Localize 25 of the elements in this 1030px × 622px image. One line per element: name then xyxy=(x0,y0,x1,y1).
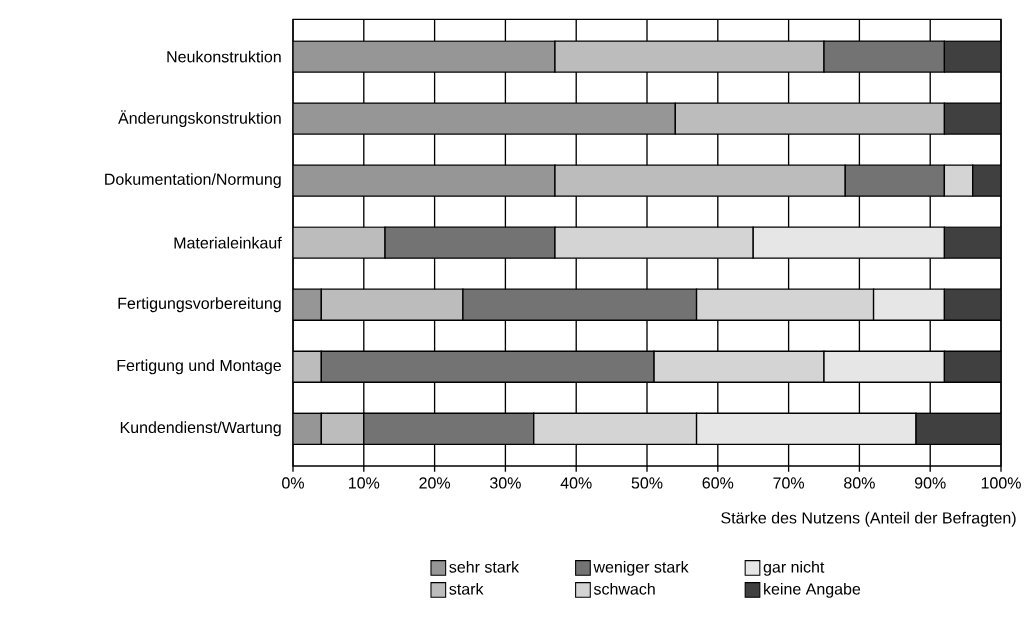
y-tick-label: Fertigung und Montage xyxy=(117,359,281,375)
x-tick-label: 100% xyxy=(981,477,1021,489)
x-tick-label: 30% xyxy=(490,477,521,489)
x-tick-label: 0% xyxy=(282,477,304,489)
legend-label: schwach xyxy=(593,582,655,595)
y-tick-label: Materialeinkauf xyxy=(174,236,282,249)
x-tick-label: 50% xyxy=(631,477,663,489)
x-tick-label: 70% xyxy=(773,477,805,489)
y-tick-label: Änderungskonstruktion xyxy=(118,110,281,127)
x-tick-label: 90% xyxy=(914,477,946,489)
x-tick-label: 80% xyxy=(844,477,875,489)
legend-label: sehr stark xyxy=(449,560,520,573)
legend-label: gar nicht xyxy=(763,560,825,576)
x-tick-label: 20% xyxy=(419,477,451,489)
x-tick-label: 60% xyxy=(702,477,734,489)
x-axis-title: Stärke des Nutzens (Anteil der Befragten) xyxy=(721,511,1016,527)
y-tick-label: Dokumentation/Normung xyxy=(105,173,281,189)
x-tick-label: 40% xyxy=(560,477,592,489)
y-tick-label: Fertigungsvorbereitung xyxy=(118,297,281,313)
y-tick-label: Neukonstruktion xyxy=(167,50,281,63)
x-tick-label: 10% xyxy=(349,477,380,489)
legend-label: keine Angabe xyxy=(764,582,861,598)
legend-label: stark xyxy=(449,582,484,595)
legend-label: weniger stark xyxy=(593,560,689,576)
y-tick-label: Kundendienst/Wartung xyxy=(120,421,281,437)
